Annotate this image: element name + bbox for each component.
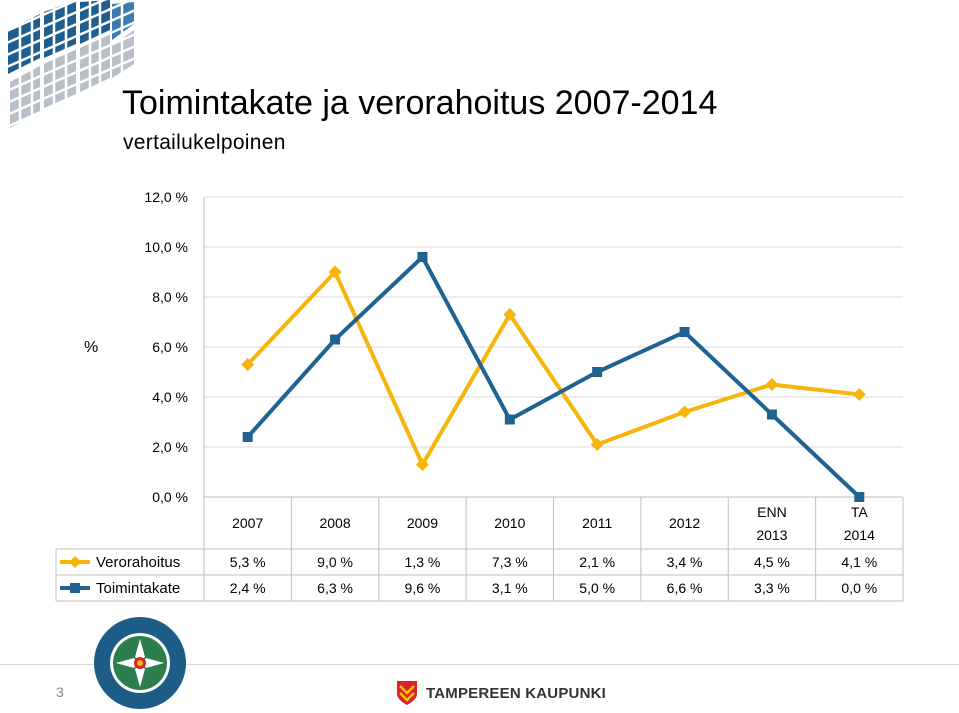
y-tick-label: 0,0 % bbox=[152, 489, 188, 505]
y-tick-label: 4,0 % bbox=[152, 389, 188, 405]
data-table-value: 3,1 % bbox=[492, 580, 528, 596]
data-point-toimintakate bbox=[592, 367, 603, 377]
x-category-label: TA bbox=[851, 504, 869, 520]
x-category-label: 2011 bbox=[582, 515, 612, 531]
data-table-value: 5,0 % bbox=[579, 580, 615, 596]
city-brand: TAMPEREEN KAUPUNKI bbox=[396, 680, 606, 706]
data-table-value: 7,3 % bbox=[492, 554, 528, 570]
data-point-verorahoitus bbox=[328, 265, 342, 279]
data-point-toimintakate bbox=[679, 327, 690, 337]
series-line-verorahoitus bbox=[246, 268, 860, 469]
data-table-value: 3,3 % bbox=[754, 580, 790, 596]
data-point-verorahoitus bbox=[415, 458, 429, 471]
data-table-value: 4,5 % bbox=[754, 554, 790, 570]
data-point-toimintakate bbox=[417, 252, 428, 262]
x-category-label: 2008 bbox=[319, 515, 350, 531]
y-axis-label: % bbox=[84, 339, 98, 356]
legend-key-marker bbox=[69, 556, 81, 568]
city-shield-icon bbox=[397, 681, 417, 705]
data-point-verorahoitus bbox=[590, 438, 604, 451]
data-point-verorahoitus bbox=[852, 388, 866, 401]
data-point-verorahoitus bbox=[241, 358, 255, 371]
data-point-toimintakate bbox=[330, 334, 341, 345]
city-name: TAMPEREEN KAUPUNKI bbox=[426, 684, 606, 702]
legend-key-marker bbox=[70, 583, 80, 593]
y-tick-label: 2,0 % bbox=[152, 439, 188, 455]
x-category-label: 2013 bbox=[756, 527, 787, 543]
data-point-verorahoitus bbox=[678, 405, 692, 419]
data-point-toimintakate bbox=[242, 432, 253, 442]
line-chart: 0,0 % 2,0 % 4,0 % 6,0 % 8,0 % 10,0 % 12,0 %% 20… bbox=[55, 189, 904, 602]
data-table-value: 9,6 % bbox=[405, 580, 441, 596]
data-table-value: 3,4 % bbox=[667, 554, 703, 570]
city-pattern-logo bbox=[0, 0, 140, 140]
legend-series-name: Toimintakate bbox=[96, 580, 180, 597]
data-point-toimintakate bbox=[504, 414, 515, 425]
series-line-toimintakate bbox=[246, 253, 861, 499]
data-point-toimintakate bbox=[854, 492, 865, 502]
data-table-value: 0,0 % bbox=[841, 580, 877, 596]
data-table-value: 4,1 % bbox=[841, 554, 877, 570]
y-tick-label: 8,0 % bbox=[152, 289, 188, 305]
page-title: Toimintakate ja verorahoitus 2007-2014 bbox=[122, 84, 718, 122]
y-tick-label: 12,0 % bbox=[144, 189, 188, 205]
data-table-value: 9,0 % bbox=[317, 554, 353, 570]
data-point-verorahoitus bbox=[765, 378, 779, 391]
x-category-label: 2009 bbox=[407, 515, 438, 531]
data-table-value: 6,3 % bbox=[317, 580, 353, 596]
mayor-emblem-logo bbox=[94, 617, 186, 709]
page-subtitle: vertailukelpoinen bbox=[123, 131, 286, 154]
footer-divider bbox=[0, 664, 959, 665]
data-table-value: 6,6 % bbox=[667, 580, 703, 596]
x-category-label: ENN bbox=[757, 504, 787, 520]
legend-series-name: Verorahoitus bbox=[96, 554, 180, 571]
data-table-value: 1,3 % bbox=[405, 554, 441, 570]
data-point-verorahoitus bbox=[503, 308, 517, 321]
x-category-label: 2014 bbox=[844, 527, 875, 543]
page-number: 3 bbox=[56, 684, 64, 700]
data-table-value: 2,4 % bbox=[230, 580, 266, 596]
x-category-label: 2010 bbox=[494, 515, 525, 531]
y-tick-label: 6,0 % bbox=[152, 339, 188, 355]
data-point-toimintakate bbox=[766, 409, 777, 420]
data-table-value: 5,3 % bbox=[230, 554, 266, 570]
x-category-label: 2007 bbox=[232, 515, 263, 531]
x-category-label: 2012 bbox=[669, 515, 700, 531]
data-table-value: 2,1 % bbox=[579, 554, 615, 570]
y-tick-label: 10,0 % bbox=[144, 239, 188, 255]
